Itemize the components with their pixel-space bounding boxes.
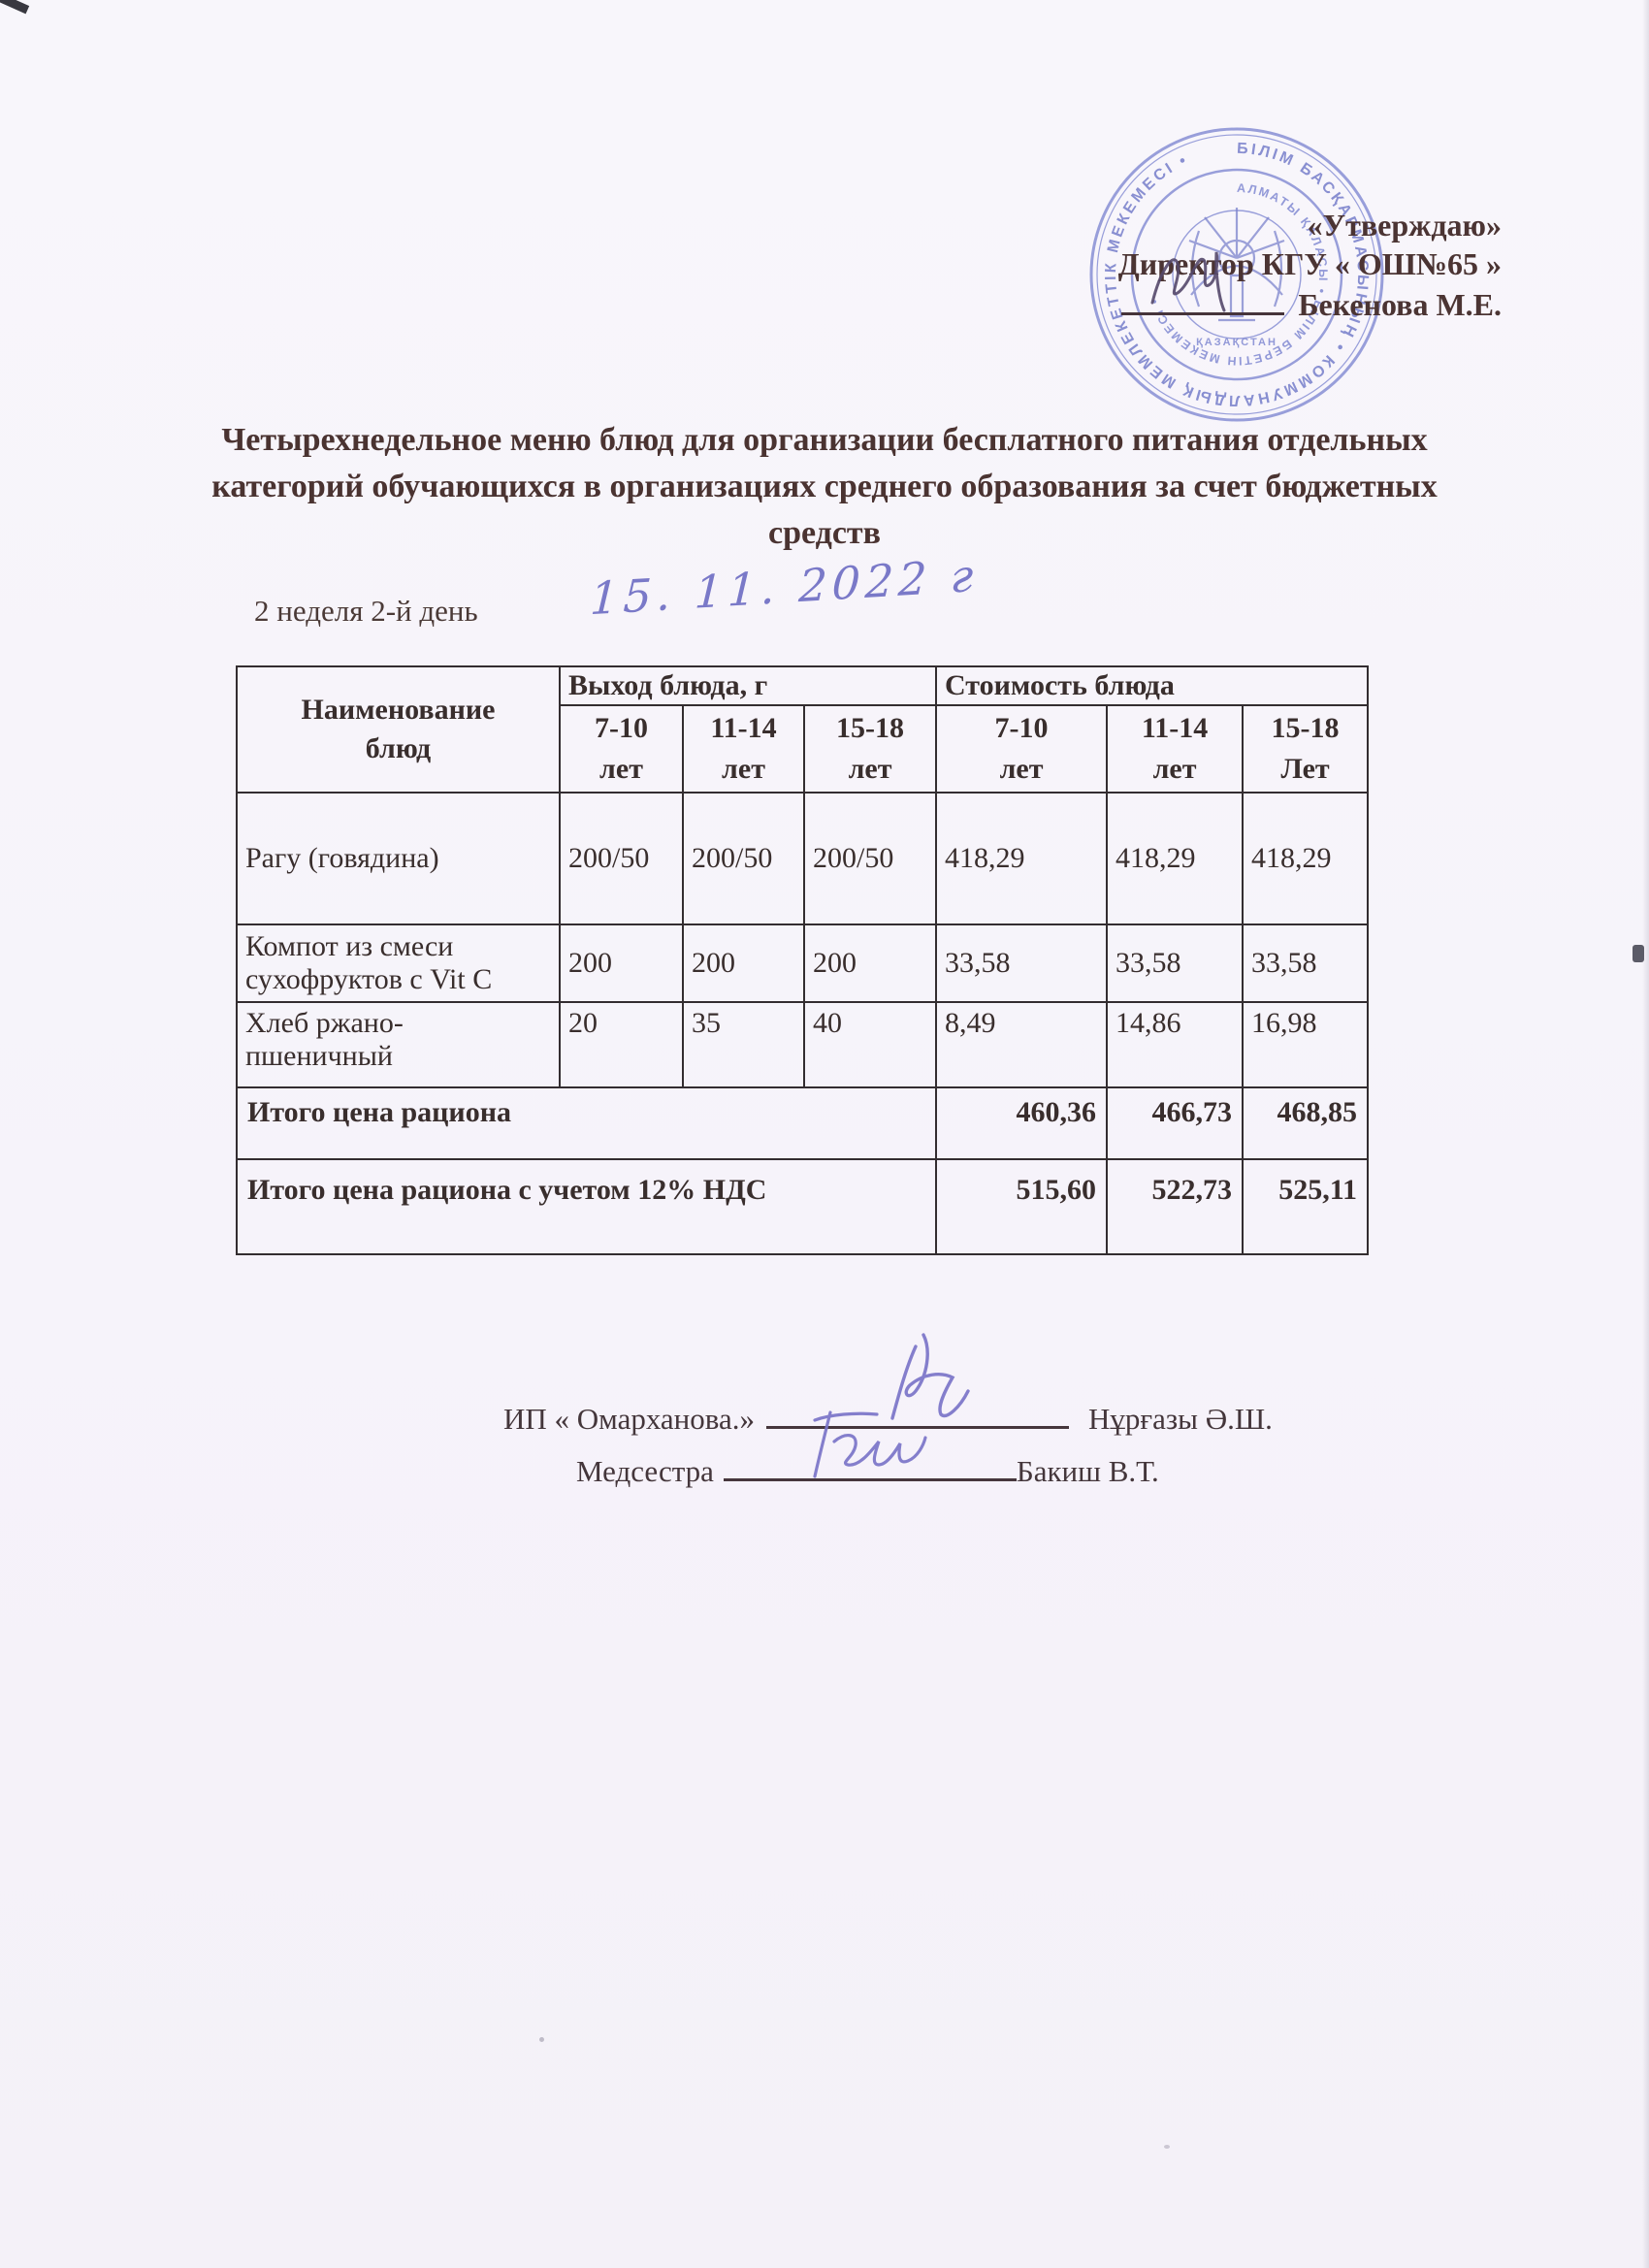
nurse-person-name: Бакиш В.Т. [1016,1454,1159,1488]
approval-director-name: Бекенова М.Е. [1298,287,1502,322]
output-value: 200 [802,923,938,1003]
output-value: 40 [802,1001,938,1088]
table-row-kompot: Компот из смеси сухофруктов с Vit C 200 … [236,923,1370,1003]
scan-artifact-speck [539,2037,544,2042]
approval-director-line: Директор КГУ « ОШ№65 » [1117,246,1502,281]
header-age-cost-7-10: 7-10 лет [935,704,1109,794]
total-value: 466,73 [1106,1086,1245,1160]
header-output-group: Выход блюда, г [558,665,938,706]
scan-artifact-speck [1164,2145,1170,2149]
total-vat-label: Итого цена рациона с учетом 12% НДС [235,1158,938,1255]
document-title: Четырехнедельное меню блюд для организац… [211,422,1438,551]
total-vat-value: 522,73 [1106,1158,1245,1255]
header-age-out-15-18: 15-18 лет [802,704,938,794]
nurse-label: Медсестра [576,1454,714,1488]
scan-artifact-edge-mark [1633,945,1644,962]
cost-value: 14,86 [1106,1001,1245,1088]
nurse-signature-ink [813,1410,927,1478]
header-cost-group: Стоимость блюда [935,665,1370,706]
director-signature-ink [1150,251,1226,312]
total-vat-value: 515,60 [935,1158,1109,1255]
stamp-center-text: ҚАЗАҚСТАН [1196,337,1277,348]
dish-name: Компот из смеси сухофруктов с Vit C [236,923,561,1003]
header-dish-name: Наименование блюд [236,665,561,794]
header-age-cost-11-14: 11-14 лет [1106,704,1245,794]
director-signature-line [1121,251,1285,315]
nurse-signature-line [723,1410,1017,1481]
handwritten-date: 15. 11. 2022 г [589,548,980,626]
ip-signature-line [766,1333,1070,1429]
cost-value: 418,29 [1106,792,1245,925]
output-value: 200 [559,923,684,1003]
cost-value: 33,58 [1242,923,1370,1003]
dish-name: Рагу (говядина) [236,792,561,925]
header-age-out-7-10: 7-10 лет [559,704,684,794]
total-vat-value: 525,11 [1242,1158,1370,1255]
total-value: 468,85 [1242,1086,1370,1160]
cost-value: 33,58 [935,923,1109,1003]
cost-value: 418,29 [1242,792,1370,925]
menu-table: Наименование блюд Выход блюда, г Стоимос… [235,665,1370,1255]
cost-value: 33,58 [1106,923,1245,1003]
ip-label: ИП « Омарханова.» [503,1402,756,1436]
output-value: 200/50 [559,792,684,925]
cost-value: 8,49 [935,1001,1109,1088]
signature-line-ip: ИП « Омарханова.» Нұрғазы Ә.Ш. [503,1333,1273,1437]
output-value: 35 [682,1001,805,1088]
ip-signature-ink [890,1333,970,1420]
total-label: Итого цена рациона [235,1086,938,1160]
table-row-ragu: Рагу (говядина) 200/50 200/50 200/50 418… [236,792,1370,925]
scan-artifact-corner [0,0,30,15]
output-value: 200 [682,923,805,1003]
signature-line-nurse: Медсестра Бакиш В.Т. [576,1410,1159,1489]
week-day-label: 2 неделя 2-й день [254,594,478,628]
stamp-emblem-icon [1188,208,1285,322]
approval-word: «Утверждаю» [1307,208,1502,243]
dish-name: Хлеб ржано- пшеничный [236,1001,561,1088]
output-value: 200/50 [682,792,805,925]
cost-value: 16,98 [1242,1001,1370,1088]
cost-value: 418,29 [935,792,1109,925]
header-age-out-11-14: 11-14 лет [682,704,805,794]
output-value: 20 [559,1001,684,1088]
ip-person-name: Нұрғазы Ә.Ш. [1088,1402,1273,1436]
table-row-total-vat: Итого цена рациона с учетом 12% НДС 515,… [235,1158,1370,1255]
official-stamp-seal: БІЛІМ БАСҚАРМАСЫНЫҢ • КОММУНАЛДЫҚ МЕМЛЕК… [1089,127,1384,422]
header-age-cost-15-18: 15-18 Лет [1242,704,1370,794]
output-value: 200/50 [802,792,938,925]
approval-block: «Утверждаю» Директор КГУ « ОШ№65 » Бекен… [1118,206,1502,324]
table-row-total: Итого цена рациона 460,36 466,73 468,85 [235,1086,1370,1160]
scan-edge-shadow [1642,0,1649,2268]
table-row-hleb: Хлеб ржано- пшеничный 20 35 40 8,49 14,8… [236,1001,1370,1088]
total-value: 460,36 [935,1086,1109,1160]
